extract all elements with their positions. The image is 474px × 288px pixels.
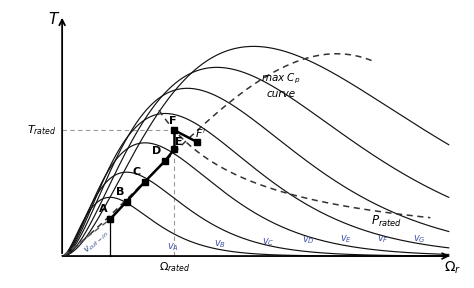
Text: $\Omega_r$: $\Omega_r$: [444, 259, 461, 276]
Text: $v_G$: $v_G$: [413, 233, 426, 245]
Text: E: E: [175, 137, 182, 147]
Text: $T_{rated}$: $T_{rated}$: [27, 123, 57, 137]
Text: B: B: [116, 187, 124, 197]
Text: $v_E$: $v_E$: [340, 233, 352, 245]
Text: max $C_p$
curve: max $C_p$ curve: [262, 71, 301, 99]
Text: D: D: [153, 146, 162, 156]
Text: $P_{rated}$: $P_{rated}$: [371, 214, 401, 229]
Text: $v_B$: $v_B$: [214, 239, 227, 250]
Text: $v_A$: $v_A$: [167, 241, 179, 253]
Text: C: C: [133, 167, 141, 177]
Text: $F'$: $F'$: [195, 127, 207, 140]
Text: $v_D$: $v_D$: [302, 234, 315, 246]
Text: $v_C$: $v_C$: [262, 236, 274, 248]
Text: T: T: [48, 12, 58, 26]
Text: $v_F$: $v_F$: [376, 233, 388, 245]
Text: $\Omega_{rated}$: $\Omega_{rated}$: [159, 261, 190, 274]
Text: A: A: [99, 204, 108, 214]
Text: F: F: [169, 116, 176, 126]
Text: $v_{cut-in}$: $v_{cut-in}$: [82, 228, 112, 256]
